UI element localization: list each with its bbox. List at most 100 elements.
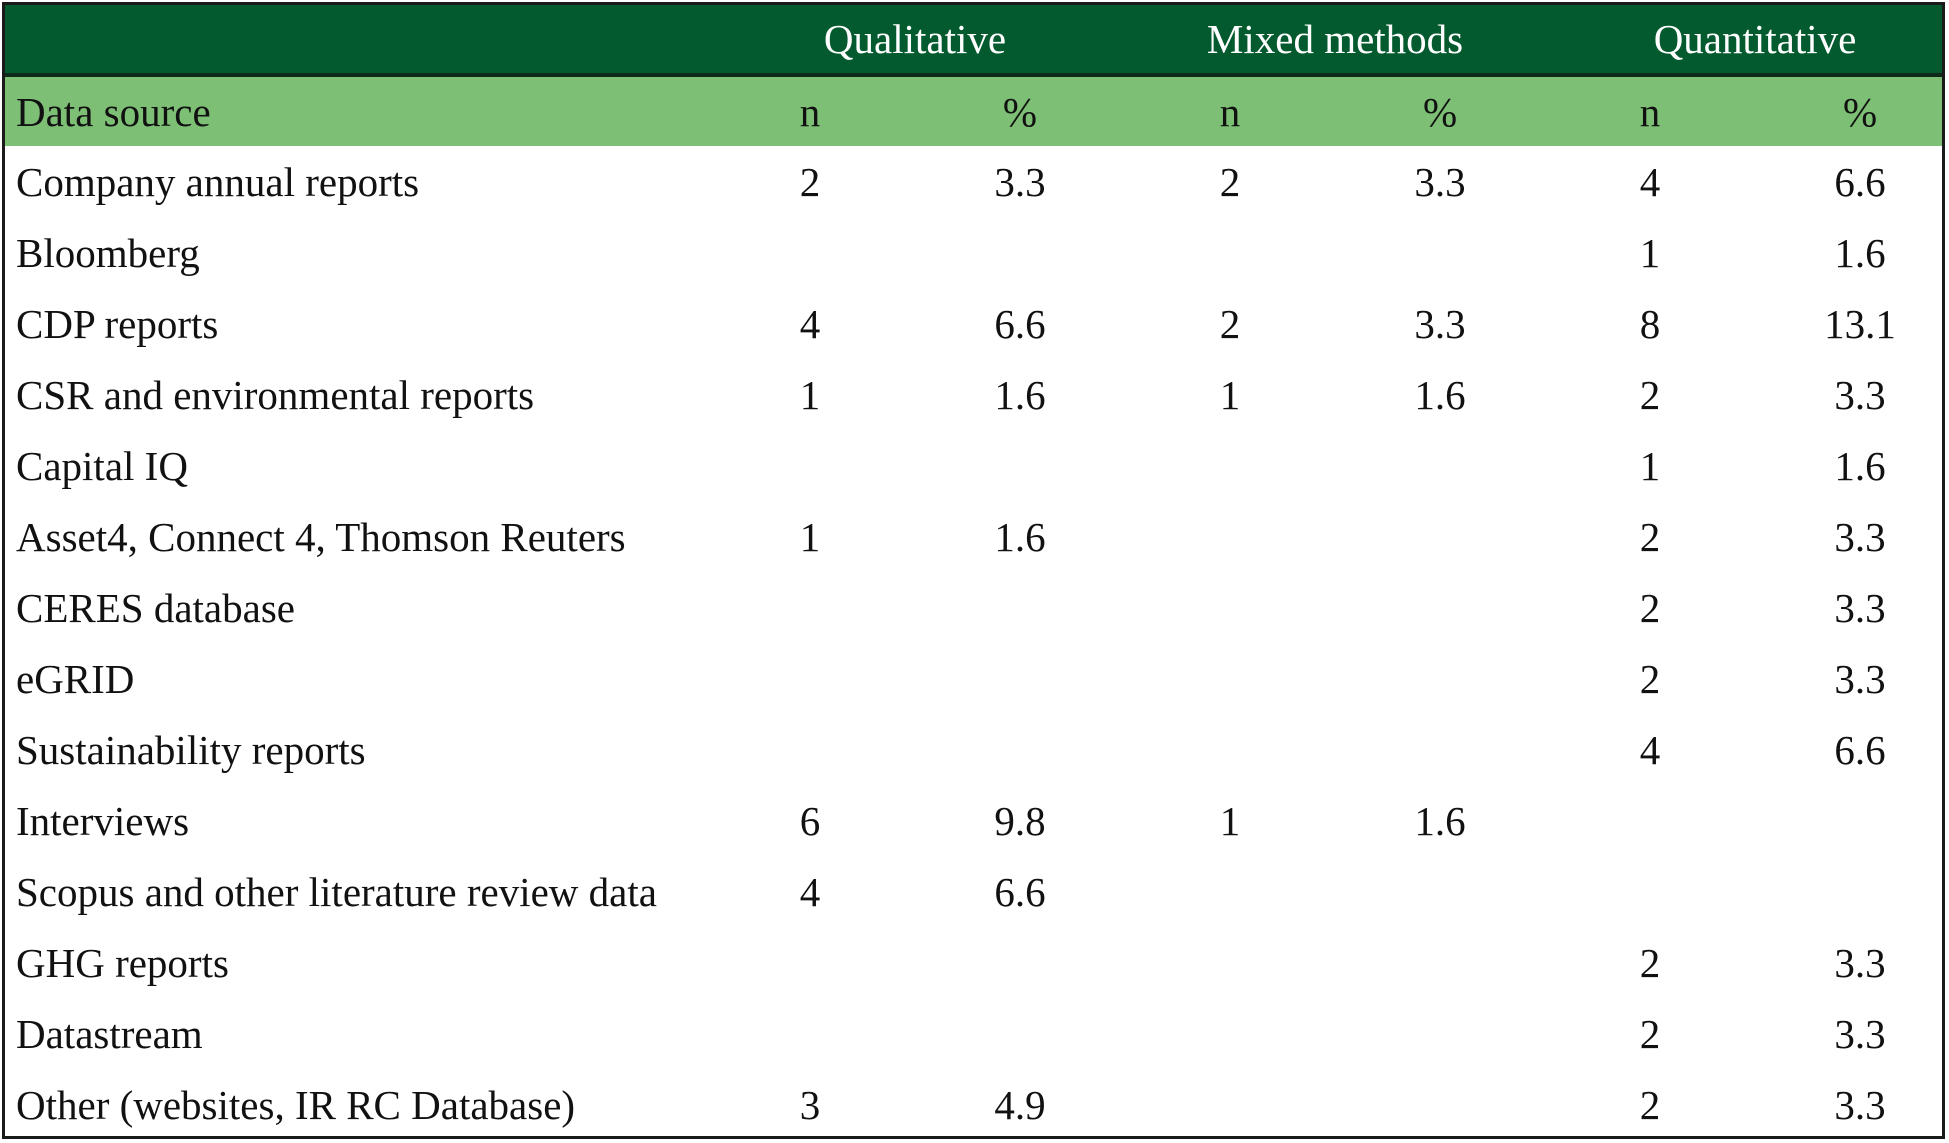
quantitative-percent-cell: 6.6 bbox=[1834, 726, 1886, 773]
data-source-cell: Scopus and other literature review data bbox=[16, 868, 657, 915]
mixed-n-cell bbox=[1125, 430, 1335, 501]
quantitative-percent-cell: 3.3 bbox=[1834, 584, 1886, 631]
table-row: CDP reports 4 6.6 2 3.3 8 13.1 bbox=[5, 288, 1942, 359]
qualitative-percent-cell: 3.3 bbox=[994, 158, 1046, 205]
mixed-n-cell bbox=[1125, 998, 1335, 1069]
method-group-header-row: Qualitative Mixed methods Quantitative bbox=[5, 5, 1942, 77]
quantitative-n-cell: 2 bbox=[1639, 1010, 1661, 1057]
table-row: CSR and environmental reports 1 1.6 1 1.6 2 3.… bbox=[5, 359, 1942, 430]
mixed-percent-cell: 1.6 bbox=[1414, 371, 1466, 418]
mixed-percent-cell: 3.3 bbox=[1414, 300, 1466, 347]
qualitative-n-cell bbox=[705, 572, 915, 643]
mixed-percent-cell bbox=[1335, 217, 1545, 288]
data-source-cell: CERES database bbox=[16, 584, 295, 631]
quantitative-percent-header: % bbox=[1755, 75, 1942, 146]
qualitative-n-cell bbox=[705, 430, 915, 501]
mixed-percent-cell bbox=[1335, 430, 1545, 501]
data-source-table: Qualitative Mixed methods Quantitative D… bbox=[5, 5, 1942, 1136]
group-header-qualitative: Qualitative bbox=[705, 5, 1126, 77]
mixed-n-header: n bbox=[1125, 75, 1336, 146]
data-source-cell: Sustainability reports bbox=[16, 726, 366, 773]
table-row: Sustainability reports 4 6.6 bbox=[5, 714, 1942, 785]
mixed-percent-cell bbox=[1335, 501, 1545, 572]
table-row: Company annual reports 2 3.3 2 3.3 4 6.6 bbox=[5, 146, 1942, 217]
quantitative-n-cell: 2 bbox=[1639, 371, 1661, 418]
data-source-cell: CDP reports bbox=[16, 300, 219, 347]
mixed-percent-cell bbox=[1335, 927, 1545, 998]
qualitative-percent-header: % bbox=[915, 75, 1126, 146]
quantitative-n-cell: 1 bbox=[1639, 229, 1661, 276]
quantitative-percent-cell: 1.6 bbox=[1834, 442, 1886, 489]
table-row: Scopus and other literature review data 4… bbox=[5, 856, 1942, 927]
qualitative-n-cell bbox=[705, 643, 915, 714]
mixed-percent-cell bbox=[1335, 856, 1545, 927]
qualitative-percent-cell bbox=[915, 998, 1125, 1069]
data-source-cell: GHG reports bbox=[16, 939, 229, 986]
quantitative-n-cell: 4 bbox=[1639, 158, 1661, 205]
quantitative-percent-cell: 6.6 bbox=[1834, 158, 1886, 205]
data-source-cell: Capital IQ bbox=[16, 442, 188, 489]
mixed-n-cell: 1 bbox=[1219, 797, 1241, 844]
qualitative-percent-cell: 4.9 bbox=[994, 1081, 1046, 1128]
mixed-percent-header: % bbox=[1335, 75, 1546, 146]
qualitative-n-cell: 4 bbox=[799, 300, 821, 347]
qualitative-n-cell: 2 bbox=[799, 158, 821, 205]
data-source-cell: eGRID bbox=[16, 655, 135, 702]
quantitative-percent-cell: 1.6 bbox=[1834, 229, 1886, 276]
quantitative-n-cell bbox=[1545, 856, 1755, 927]
qualitative-n-cell bbox=[705, 217, 915, 288]
qualitative-percent-cell: 9.8 bbox=[994, 797, 1046, 844]
group-header-blank bbox=[5, 5, 705, 77]
mixed-n-cell: 2 bbox=[1219, 158, 1241, 205]
table-row: Capital IQ 1 1.6 bbox=[5, 430, 1942, 501]
data-source-cell: Other (websites, IR RC Database) bbox=[16, 1081, 576, 1128]
quantitative-percent-cell: 13.1 bbox=[1824, 300, 1896, 347]
table-row: Bloomberg 1 1.6 bbox=[5, 217, 1942, 288]
data-source-cell: Datastream bbox=[16, 1010, 203, 1057]
data-source-cell: Company annual reports bbox=[16, 158, 420, 205]
table-row: Datastream 2 3.3 bbox=[5, 998, 1942, 1069]
data-source-cell: Interviews bbox=[16, 797, 190, 844]
table-body: Company annual reports 2 3.3 2 3.3 4 6.6 Bloomb… bbox=[5, 146, 1942, 1136]
mixed-n-cell bbox=[1125, 572, 1335, 643]
quantitative-n-cell bbox=[1545, 785, 1755, 856]
qualitative-percent-cell bbox=[915, 217, 1125, 288]
quantitative-percent-cell: 3.3 bbox=[1834, 1010, 1886, 1057]
table-row: GHG reports 2 3.3 bbox=[5, 927, 1942, 998]
mixed-n-cell bbox=[1125, 1069, 1335, 1136]
quantitative-percent-cell: 3.3 bbox=[1834, 655, 1886, 702]
table-row: CERES database 2 3.3 bbox=[5, 572, 1942, 643]
quantitative-n-header: n bbox=[1545, 75, 1756, 146]
quantitative-percent-cell bbox=[1755, 856, 1942, 927]
table-row: eGRID 2 3.3 bbox=[5, 643, 1942, 714]
qualitative-percent-cell bbox=[915, 643, 1125, 714]
quantitative-percent-cell: 3.3 bbox=[1834, 1081, 1886, 1128]
qualitative-percent-cell: 1.6 bbox=[994, 371, 1046, 418]
quantitative-n-cell: 2 bbox=[1639, 513, 1661, 560]
mixed-percent-cell bbox=[1335, 714, 1545, 785]
mixed-n-cell bbox=[1125, 927, 1335, 998]
data-source-cell: Asset4, Connect 4, Thomson Reuters bbox=[16, 513, 626, 560]
qualitative-n-cell bbox=[705, 927, 915, 998]
qualitative-percent-cell bbox=[915, 927, 1125, 998]
quantitative-percent-cell bbox=[1755, 785, 1942, 856]
table-row: Interviews 6 9.8 1 1.6 bbox=[5, 785, 1942, 856]
group-header-mixed-methods: Mixed methods bbox=[1125, 5, 1546, 77]
data-source-header: Data source bbox=[5, 75, 705, 146]
mixed-percent-cell bbox=[1335, 998, 1545, 1069]
group-header-quantitative: Quantitative bbox=[1545, 5, 1942, 77]
mixed-n-cell bbox=[1125, 643, 1335, 714]
qualitative-n-cell: 1 bbox=[799, 513, 821, 560]
qualitative-n-cell bbox=[705, 714, 915, 785]
table-row: Other (websites, IR RC Database) 3 4.9 2 3.3 bbox=[5, 1069, 1942, 1136]
data-source-cell: Bloomberg bbox=[16, 229, 200, 276]
quantitative-n-cell: 2 bbox=[1639, 1081, 1661, 1128]
quantitative-percent-cell: 3.3 bbox=[1834, 513, 1886, 560]
qualitative-n-cell: 3 bbox=[799, 1081, 821, 1128]
qualitative-percent-cell: 1.6 bbox=[994, 513, 1046, 560]
mixed-n-cell bbox=[1125, 714, 1335, 785]
quantitative-n-cell: 4 bbox=[1639, 726, 1661, 773]
qualitative-percent-cell: 6.6 bbox=[994, 300, 1046, 347]
qualitative-percent-cell bbox=[915, 430, 1125, 501]
